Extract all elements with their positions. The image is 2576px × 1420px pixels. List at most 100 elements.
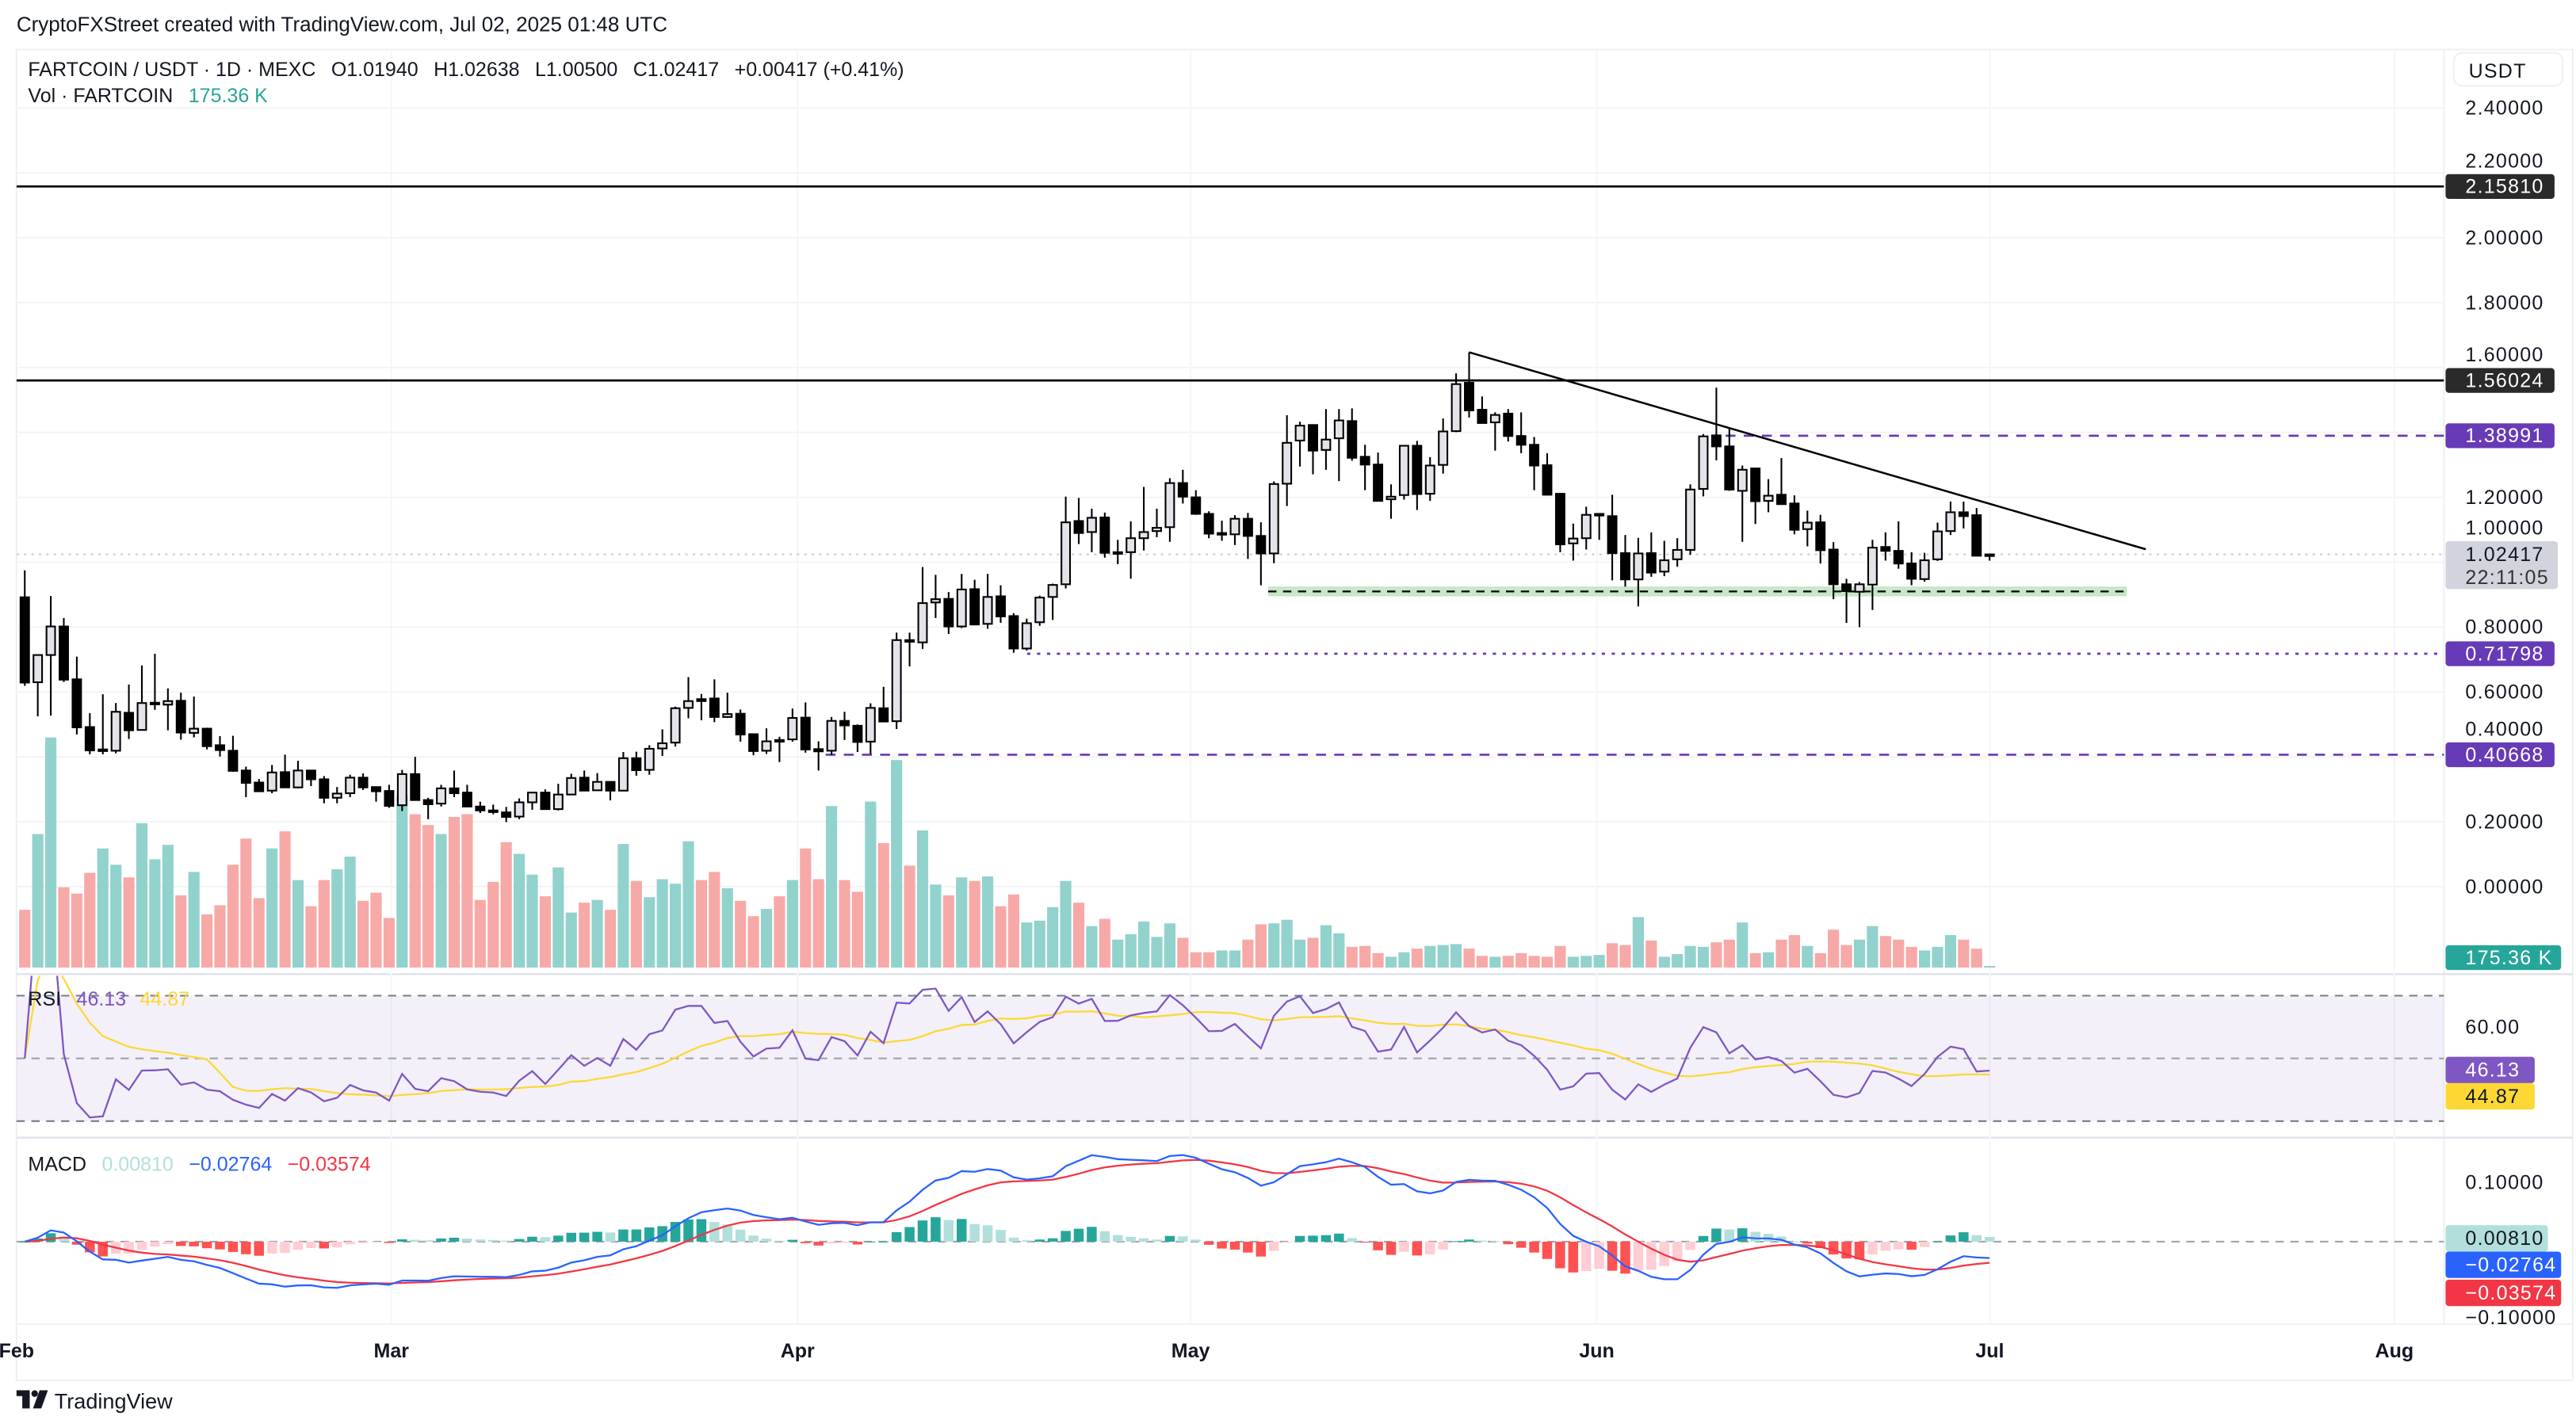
candle-body: [631, 757, 642, 772]
macd-histogram-bar: [1802, 1241, 1813, 1244]
currency-button[interactable]: USDT: [2452, 52, 2564, 87]
legend-close: C1.02417: [633, 59, 719, 81]
macd-histogram-value: 0.00810: [101, 1153, 173, 1175]
candle-body: [1294, 425, 1305, 442]
volume-bar: [617, 844, 629, 968]
volume-legend-label[interactable]: Vol · FARTCOIN: [28, 85, 173, 107]
price-badge-resistance-high: 2.15810: [2465, 176, 2544, 198]
macd-histogram-bar: [1867, 1241, 1878, 1255]
candle-body: [566, 777, 577, 796]
candle-body: [1138, 531, 1149, 540]
volume-bar: [1476, 956, 1488, 968]
candle-body: [696, 698, 707, 702]
volume-bar: [800, 848, 812, 968]
candle-body: [449, 787, 460, 795]
candle-body: [956, 588, 967, 628]
candle-body: [1489, 414, 1500, 424]
volume-badge-bg: [2445, 945, 2562, 971]
candle-body: [345, 777, 356, 795]
macd-histogram-bar: [1568, 1241, 1579, 1273]
macd-histogram-bar: [592, 1231, 602, 1242]
support-zone[interactable]: [1268, 586, 2127, 597]
macd-histogram-bar: [215, 1241, 225, 1250]
volume-bar: [1788, 935, 1801, 968]
macd-histogram-bar: [1971, 1235, 1982, 1242]
rsi-line: [24, 975, 1990, 1119]
candle-body: [709, 697, 720, 718]
candle-body: [917, 602, 928, 643]
macd-histogram-bar: [969, 1223, 980, 1242]
volume-bar: [1424, 945, 1436, 968]
candle-body: [1450, 383, 1462, 433]
price-badge-level-lower: 0.71798: [2465, 643, 2544, 665]
svg-text:MACD 0.00810 −0.02: MACD 0.00810 −0.02764 −0.03574: [28, 1153, 370, 1175]
candle-body: [1412, 445, 1423, 495]
volume-bar: [227, 865, 239, 968]
macd-histogram-bar: [1503, 1241, 1513, 1245]
macd-histogram-bar: [332, 1241, 342, 1248]
macd-histogram-bar: [1022, 1240, 1032, 1242]
candle-body: [410, 773, 421, 801]
macd-histogram-bar: [1984, 1236, 1995, 1242]
volume-bar: [1593, 955, 1605, 968]
candle-body: [1099, 516, 1110, 554]
macd-histogram-bar: [1490, 1241, 1500, 1242]
candle-body: [1710, 434, 1722, 448]
volume-bar: [1893, 939, 1905, 968]
macd-label[interactable]: MACD: [28, 1153, 86, 1175]
macd-histogram-bar: [709, 1222, 720, 1242]
volume-bar: [1229, 950, 1241, 968]
volume-bar: [188, 872, 200, 968]
macd-legend[interactable]: MACD 0.00810 −0.02764 −0.03574: [28, 1153, 370, 1175]
volume-bar: [1177, 937, 1189, 968]
macd-histogram-bar: [449, 1237, 460, 1242]
rsi-value-badge-bg: [2445, 1056, 2535, 1083]
macd-histogram-bar: [1243, 1241, 1253, 1253]
rsi-legend[interactable]: RSI 46.13 44.87: [28, 988, 189, 1010]
macd-histogram-bar: [1399, 1241, 1409, 1252]
volume-bar: [1984, 966, 1996, 968]
price-badge-resistance-mid: 1.56024: [2465, 369, 2544, 391]
candle-body: [1164, 482, 1175, 529]
volume-bar: [1268, 923, 1280, 968]
price-axis-label: 0.40000: [2465, 718, 2544, 740]
candle-body: [1347, 420, 1358, 459]
macd-pane: [20, 1154, 1995, 1289]
price-axis[interactable]: 2.40000 2.20000 2.00000 1.80000 1.60000 1.200…: [2465, 97, 2556, 1330]
macd-histogram-bar: [410, 1239, 420, 1242]
volume-bar: [995, 906, 1007, 968]
macd-histogram-bar: [1633, 1241, 1644, 1271]
volume-bar: [682, 841, 694, 968]
symbol-legend[interactable]: FARTCOIN / USDT · 1D · MEXC O1.01940 H1.…: [28, 59, 904, 107]
rsi-label[interactable]: RSI: [28, 988, 61, 1010]
volume-bars: [19, 737, 1996, 968]
time-axis[interactable]: Feb Mar Apr May Jun Jul Aug: [0, 1340, 2414, 1362]
candle-body: [1763, 494, 1774, 502]
volume-bar: [774, 896, 785, 968]
volume-bar: [58, 887, 70, 968]
macd-histogram-bar: [618, 1229, 629, 1242]
macd-histogram-bar: [162, 1241, 174, 1244]
price-levels[interactable]: [16, 185, 2444, 756]
macd-histogram-bar: [1334, 1233, 1344, 1242]
candle-body: [891, 639, 902, 723]
countdown-timer: 22:11:05: [2465, 567, 2548, 589]
candle-body: [1633, 552, 1644, 581]
macd-histogram-bar: [1646, 1241, 1657, 1270]
volume-bar: [1840, 945, 1852, 968]
candle-body: [774, 739, 785, 743]
tradingview-logo[interactable]: TradingView: [16, 1388, 173, 1413]
candle-body: [162, 700, 174, 706]
candle-body: [735, 712, 746, 735]
candle-body: [813, 748, 824, 753]
volume-bar: [851, 891, 863, 968]
descending-trendline[interactable]: [1469, 351, 2146, 551]
volume-bar: [1437, 945, 1449, 968]
candle-body: [800, 716, 811, 750]
price-badge-resistance-high-bg: [2445, 174, 2555, 199]
volume-bar: [1905, 946, 1917, 968]
legend-symbol[interactable]: FARTCOIN / USDT · 1D · MEXC: [28, 59, 315, 81]
volume-bar: [1763, 952, 1775, 968]
